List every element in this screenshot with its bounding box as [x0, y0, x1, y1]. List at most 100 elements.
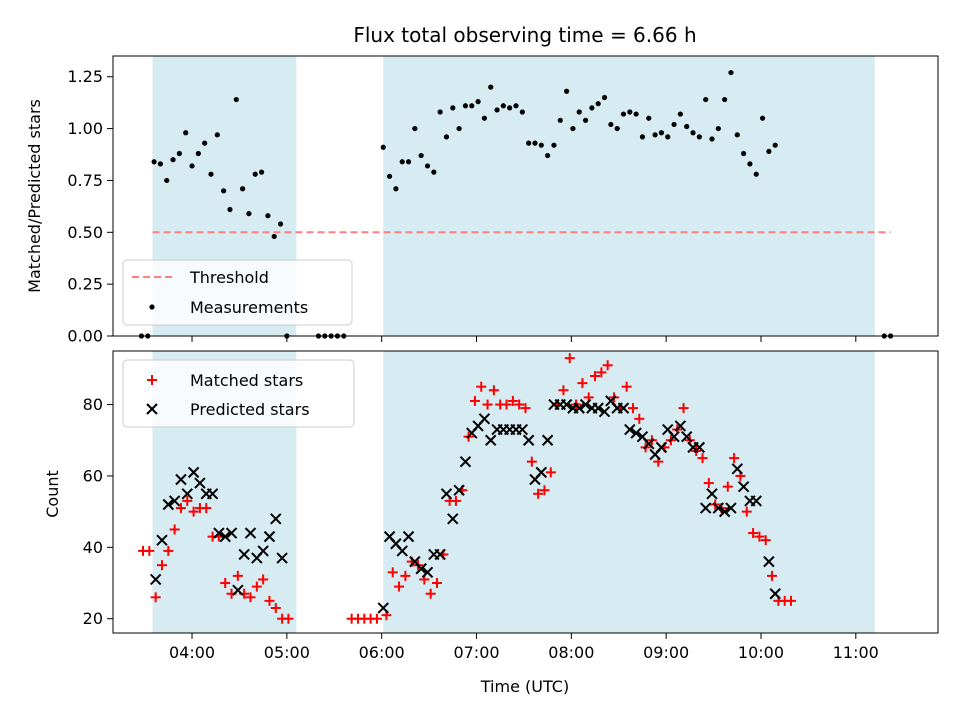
measurement-point [589, 105, 595, 111]
predicted-point [737, 480, 750, 493]
measurement-point [646, 115, 652, 121]
measurement-point [399, 159, 405, 165]
measurement-point [431, 169, 437, 175]
measurement-point [252, 171, 258, 177]
measurement-point [538, 142, 544, 148]
bottom-plot-marks [138, 353, 797, 624]
predicted-point [270, 513, 282, 525]
matched-point [634, 413, 645, 424]
predicted-point [225, 527, 238, 539]
matched-point [741, 506, 752, 517]
predicted-point [238, 548, 250, 561]
top-plot-marks [138, 69, 894, 339]
predicted-point [194, 477, 206, 489]
predicted-point [276, 552, 288, 564]
predicted-point [162, 498, 175, 511]
matched-point [697, 453, 708, 464]
measurement-point [677, 111, 683, 117]
top-shaded-intervals [152, 56, 875, 336]
predicted-stars-series [149, 395, 781, 614]
measurement-point [151, 159, 157, 165]
predicted-point [617, 402, 630, 414]
measurement-point [233, 96, 239, 103]
measurement-point [494, 107, 500, 113]
measurement-point [475, 99, 481, 105]
matched-point [182, 495, 193, 506]
measurement-point [500, 103, 506, 109]
bottom-x-tick-label: 05:00 [264, 643, 310, 662]
predicted-point [535, 466, 548, 479]
predicted-point [402, 530, 415, 543]
measurement-point [665, 134, 671, 140]
predicted-point [213, 527, 225, 539]
measurement-point [195, 150, 201, 157]
chart-title: Flux total observing time = 6.66 h [353, 23, 696, 47]
matched-point [431, 578, 442, 589]
top-legend: Threshold Measurements [122, 259, 353, 326]
matched-point [678, 403, 689, 414]
measurement-point [734, 132, 740, 138]
matched-point [507, 395, 518, 406]
measurement-point [386, 173, 393, 179]
bottom-shaded-interval-1 [383, 351, 875, 633]
bottom-x-tick-label: 08:00 [548, 643, 594, 662]
predicted-point [643, 438, 655, 450]
x-axis-label: Time (UTC) [480, 677, 569, 696]
measurement-point [639, 134, 646, 140]
bottom-x-tick-label: 07:00 [453, 643, 499, 662]
bottom-legend-box [122, 359, 355, 428]
measurement-point [265, 213, 271, 219]
matched-point [526, 456, 537, 467]
measurement-point [450, 105, 456, 111]
matched-point [264, 595, 275, 606]
top-y-tick-label: 0.75 [67, 171, 103, 190]
predicted-point [624, 423, 636, 436]
measurement-point [728, 69, 734, 76]
measurement-point [208, 171, 214, 177]
matched-point [533, 488, 544, 499]
measurement-point [170, 157, 176, 163]
matched-point [627, 403, 638, 414]
matched-point [539, 485, 550, 496]
top-axes-frame [112, 55, 939, 337]
predicted-point [156, 534, 168, 546]
measurement-point [405, 159, 412, 165]
measurement-point [277, 221, 284, 227]
predicted-point [434, 548, 446, 561]
predicted-point [232, 584, 244, 596]
measurement-point [443, 134, 450, 140]
matched-point [201, 503, 212, 514]
matched-point [400, 570, 411, 581]
matched-point [144, 545, 155, 556]
legend-measurements-label: Measurements [190, 298, 308, 317]
legend-predicted-label: Predicted stars [190, 400, 310, 419]
predicted-point [668, 430, 680, 443]
predicted-point [415, 563, 427, 575]
measurement-point [424, 163, 431, 169]
top-y-axis-label: Matched/Predicted stars [25, 99, 44, 293]
measurement-point [507, 105, 513, 111]
measurement-point [519, 109, 525, 115]
legend-matched-label: Matched stars [190, 371, 303, 390]
measurement-point [380, 144, 386, 150]
measurement-point [703, 96, 709, 103]
predicted-point [712, 502, 725, 514]
predicted-point [206, 488, 219, 500]
predicted-point [655, 441, 668, 454]
matched-point [760, 535, 771, 546]
matched-point [602, 360, 613, 371]
matched-point [488, 385, 499, 396]
measurement-point [772, 142, 778, 148]
measurement-point [563, 88, 570, 94]
matched-point [545, 467, 556, 478]
predicted-point [219, 530, 231, 543]
top-shaded-interval-1 [383, 56, 875, 336]
measurement-point [239, 186, 246, 192]
top-legend-box [122, 259, 353, 326]
measurement-point [595, 101, 601, 107]
predicted-point [718, 505, 731, 518]
predicted-point [598, 405, 611, 418]
matched-point [220, 578, 231, 589]
top-y-tick-label: 1.25 [67, 67, 103, 86]
matched-point [577, 378, 588, 389]
